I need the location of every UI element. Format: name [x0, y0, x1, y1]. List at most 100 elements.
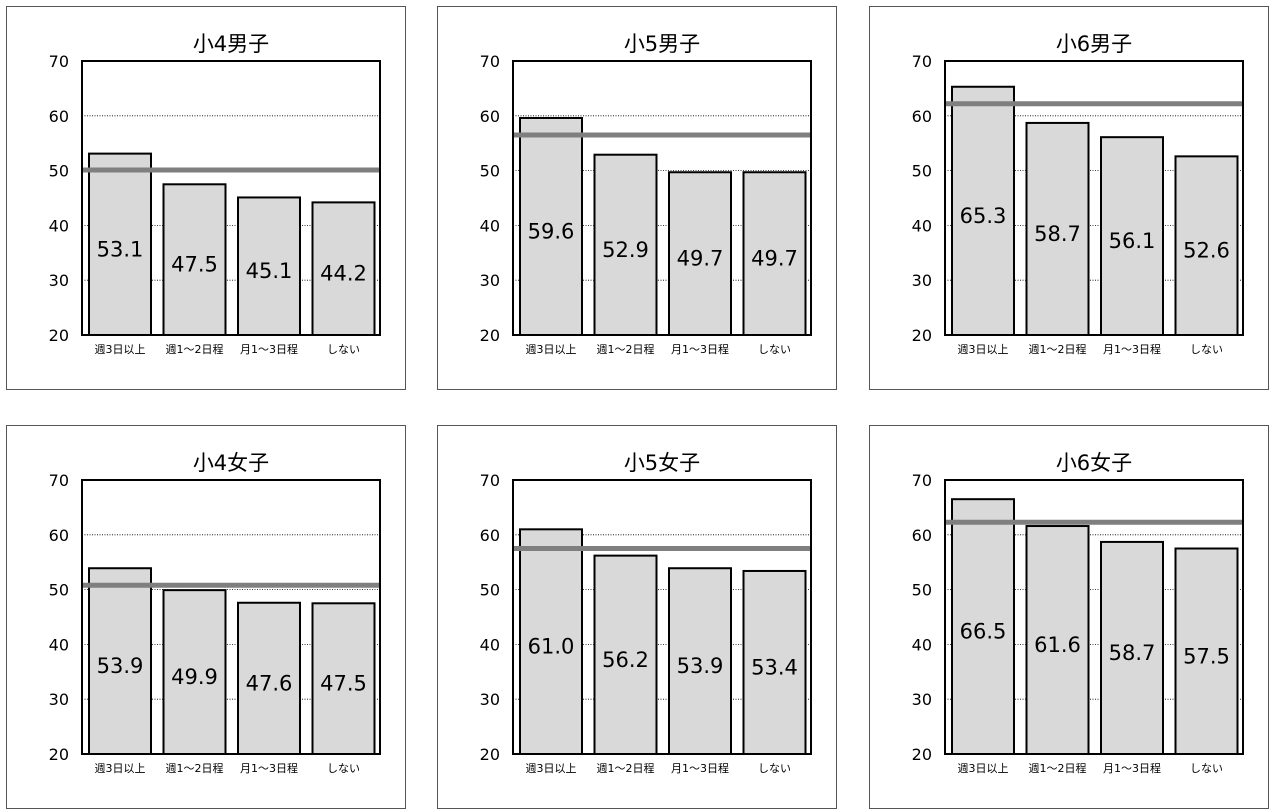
x-tick-label: しない [327, 343, 360, 356]
bar-chart: 小4女子 20 30 40 50 60 70 53.9 49.9 47.6 47.5 週3日以上 週1～… [49, 451, 381, 775]
data-label: 49.9 [171, 665, 218, 689]
x-tick-label: 週1～2日程 [1029, 343, 1087, 356]
chart-title: 小5女子 [624, 451, 700, 475]
plot-frame [81, 479, 381, 755]
data-label: 53.1 [97, 237, 144, 261]
y-tick-label: 70 [480, 52, 500, 71]
chart-title: 小5男子 [624, 32, 700, 56]
data-label: 44.2 [320, 262, 367, 286]
bar [519, 116, 583, 336]
x-tick-label: 週3日以上 [526, 762, 577, 775]
data-label: 53.9 [97, 654, 144, 678]
bar [88, 567, 152, 755]
chart-panel-girls-grade4: 小4女子 20 30 40 50 60 70 53.9 49.9 47.6 47.5 週3日以上 週1～… [6, 425, 406, 809]
x-tick-label: 月1～3日程 [671, 762, 729, 775]
y-tick-label: 40 [49, 216, 69, 235]
x-tick-label: 月1～3日程 [1103, 343, 1161, 356]
bar-chart: 小5男子 20 30 40 50 60 70 59.6 52.9 49.7 49.7 週3日以上 週1～… [480, 32, 812, 356]
bar [742, 569, 807, 755]
data-label: 52.6 [1183, 239, 1230, 263]
data-label: 65.3 [960, 204, 1007, 228]
y-tick-label: 70 [49, 52, 69, 71]
y-tick-label: 30 [49, 271, 69, 290]
data-label: 49.7 [751, 247, 798, 271]
x-tick-label: 週3日以上 [958, 762, 1009, 775]
chart-panel-girls-grade5: 小5女子 20 30 40 50 60 70 61.0 56.2 53.9 53.4 週3日以上 週1～… [437, 425, 837, 809]
y-tick-label: 40 [480, 216, 500, 235]
y-tick-label: 40 [912, 216, 932, 235]
y-tick-label: 70 [912, 52, 932, 71]
data-label: 47.6 [246, 671, 293, 695]
bar [237, 601, 301, 755]
x-tick-label: しない [327, 762, 360, 775]
x-tick-label: 月1～3日程 [240, 762, 298, 775]
bar [1025, 525, 1090, 755]
bar [1174, 155, 1239, 336]
plot-frame [944, 60, 1244, 336]
x-tick-label: 月1～3日程 [671, 343, 729, 356]
chart-title: 小6男子 [1056, 32, 1132, 56]
bar-chart: 小4男子 20 30 40 50 60 70 53.1 47.5 45.1 44.2 週3日以上 週1～… [49, 32, 381, 356]
data-label: 61.0 [528, 635, 575, 659]
chart-panel-boys-grade5: 小5男子 20 30 40 50 60 70 59.6 52.9 49.7 49.7 週3日以上 週1～… [437, 6, 837, 390]
y-tick-label: 40 [480, 635, 500, 654]
y-tick-label: 40 [912, 635, 932, 654]
y-tick-label: 30 [480, 271, 500, 290]
chart-title: 小4女子 [193, 451, 269, 475]
x-tick-label: 週1～2日程 [597, 762, 655, 775]
data-label: 56.2 [602, 648, 649, 672]
data-label: 45.1 [246, 259, 293, 283]
bar [519, 528, 583, 755]
y-tick-label: 20 [912, 326, 932, 345]
data-label: 52.9 [602, 238, 649, 262]
bar [668, 171, 732, 336]
x-tick-label: 週3日以上 [958, 343, 1009, 356]
y-tick-label: 50 [912, 581, 932, 600]
plot-frame [512, 60, 812, 336]
y-tick-label: 20 [49, 745, 69, 764]
data-label: 59.6 [528, 219, 575, 243]
bar [311, 602, 376, 755]
y-tick-label: 50 [480, 581, 500, 600]
y-tick-label: 20 [480, 326, 500, 345]
data-label: 47.5 [320, 672, 367, 696]
y-tick-label: 70 [49, 471, 69, 490]
y-tick-label: 30 [49, 690, 69, 709]
chart-panel-boys-grade4: 小4男子 20 30 40 50 60 70 53.1 47.5 45.1 44.2 週3日以上 週1～… [6, 6, 406, 390]
data-label: 53.9 [677, 654, 724, 678]
bar-chart: 小5女子 20 30 40 50 60 70 61.0 56.2 53.9 53.4 週3日以上 週1～… [480, 451, 812, 775]
y-tick-label: 60 [49, 107, 69, 126]
bar [951, 498, 1015, 756]
chart-title: 小4男子 [193, 32, 269, 56]
y-tick-label: 60 [912, 107, 932, 126]
y-tick-label: 50 [49, 162, 69, 181]
bar [742, 171, 807, 336]
bar-chart: 小6女子 20 30 40 50 60 70 66.5 61.6 58.7 57.5 週3日以上 週1～… [912, 451, 1244, 775]
x-tick-label: 週3日以上 [526, 343, 577, 356]
y-tick-label: 70 [912, 471, 932, 490]
data-label: 53.4 [751, 655, 798, 679]
x-tick-label: しない [758, 762, 791, 775]
x-tick-label: 月1～3日程 [240, 343, 298, 356]
x-tick-label: 週1～2日程 [1029, 762, 1087, 775]
y-tick-label: 50 [912, 162, 932, 181]
x-tick-label: 週3日以上 [95, 762, 146, 775]
bar [162, 589, 227, 755]
bar [593, 153, 658, 336]
data-label: 58.7 [1109, 641, 1156, 665]
y-tick-label: 20 [912, 745, 932, 764]
bar [593, 554, 658, 755]
bar-chart: 小6男子 20 30 40 50 60 70 65.3 58.7 56.1 52.6 週3日以上 週1～… [912, 32, 1244, 356]
x-tick-label: 週3日以上 [95, 343, 146, 356]
x-tick-label: しない [1190, 343, 1223, 356]
bar [162, 183, 227, 336]
bar [237, 196, 301, 336]
y-tick-label: 30 [480, 690, 500, 709]
y-tick-label: 20 [480, 745, 500, 764]
data-label: 66.5 [960, 620, 1007, 644]
data-label: 58.7 [1034, 222, 1081, 246]
y-tick-label: 60 [480, 526, 500, 545]
x-tick-label: しない [758, 343, 791, 356]
x-tick-label: 月1～3日程 [1103, 762, 1161, 775]
x-tick-label: 週1～2日程 [166, 762, 224, 775]
